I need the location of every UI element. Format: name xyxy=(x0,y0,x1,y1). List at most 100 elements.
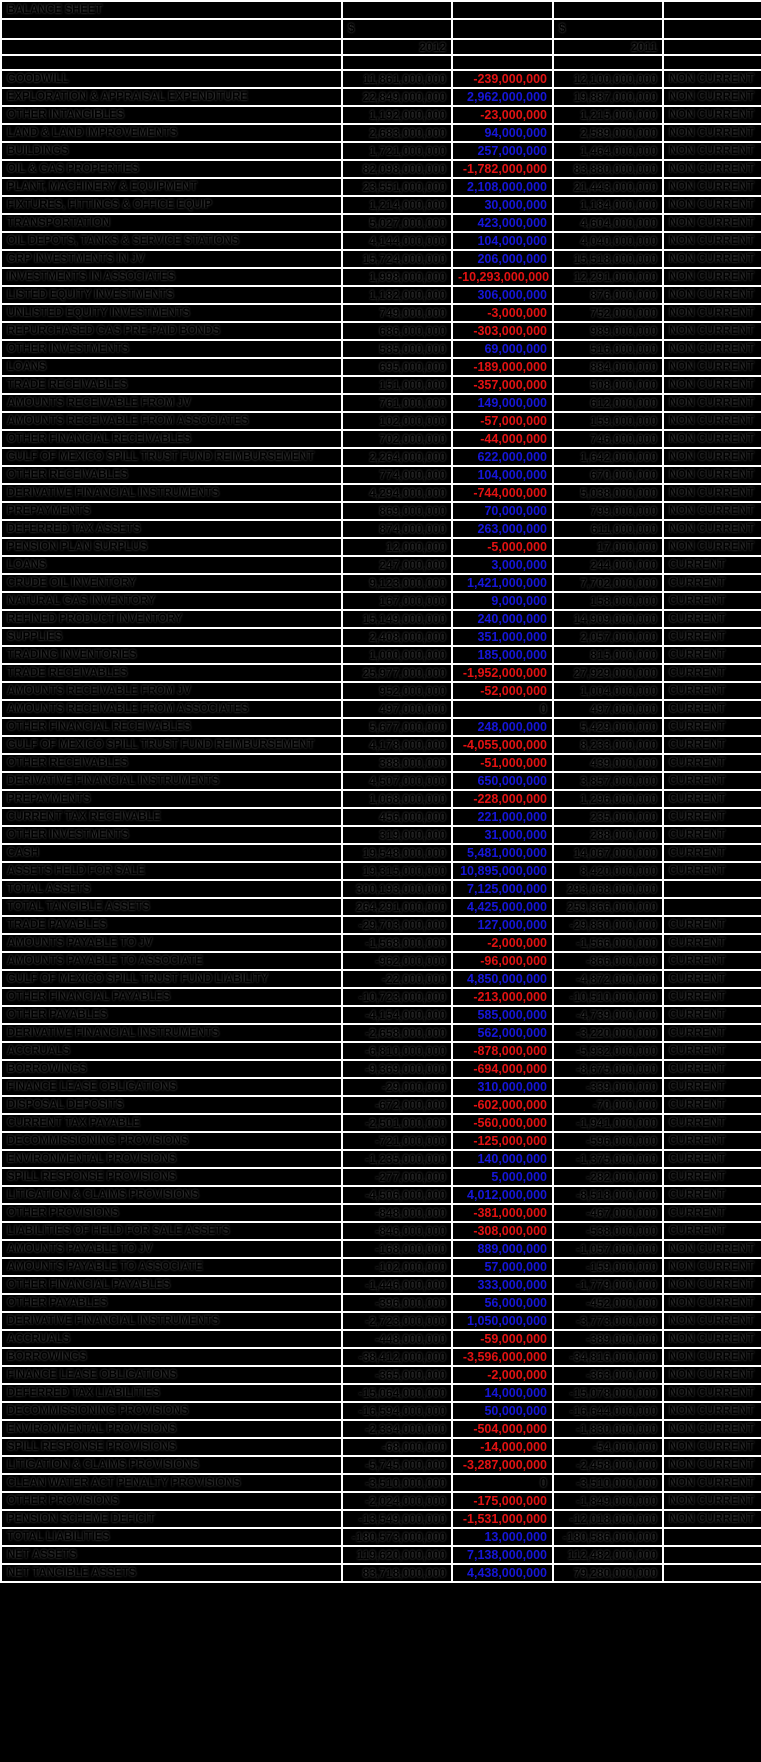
category-cell: CURRENT xyxy=(662,1005,761,1025)
diff-cell: 4,438,000,000 xyxy=(451,1563,554,1583)
diff-cell: -2,000,000 xyxy=(451,1365,554,1385)
diff-cell: 140,000,000 xyxy=(451,1149,554,1169)
value-2012-cell: 1,068,000,000 xyxy=(341,789,453,809)
category-cell: CURRENT xyxy=(662,753,761,773)
diff-cell: -694,000,000 xyxy=(451,1059,554,1079)
row-label-cell: BUILDINGS xyxy=(0,141,343,161)
diff-cell: 2,108,000,000 xyxy=(451,177,554,197)
value-2012-cell: 874,000,000 xyxy=(341,519,453,539)
row-label-cell: UNLISTED EQUITY INVESTMENTS xyxy=(0,303,343,323)
value-2011-cell: -866,000,000 xyxy=(552,951,664,971)
row-label-cell: DERIVATIVE FINANCIAL INSTRUMENTS xyxy=(0,1311,343,1331)
table-row: PREPAYMENTS 869,000,000 70,000,000 799,000,… xyxy=(0,501,761,521)
value-2011-cell: -2,458,000,000 xyxy=(552,1455,664,1475)
row-label-cell: PENSION SCHEME DEFICIT xyxy=(0,1509,343,1529)
value-2011-cell: -282,000,000 xyxy=(552,1167,664,1187)
category-cell: NON CURRENT xyxy=(662,501,761,521)
table-row: DERIVATIVE FINANCIAL INSTRUMENTS 4,294,00… xyxy=(0,483,761,503)
value-2012-cell: -180,573,000,000 xyxy=(341,1527,453,1547)
value-2012-cell: 2,683,000,000 xyxy=(341,123,453,143)
diff-cell: -51,000,000 xyxy=(451,753,554,773)
table-row: FINANCE LEASE OBLIGATIONS -365,000,000 -2,… xyxy=(0,1365,761,1385)
category-cell: NON CURRENT xyxy=(662,411,761,431)
diff-cell: -59,000,000 xyxy=(451,1329,554,1349)
category-cell: CURRENT xyxy=(662,699,761,719)
value-2012-cell: 869,000,000 xyxy=(341,501,453,521)
value-2011-cell: -3,773,000,000 xyxy=(552,1311,664,1331)
table-row: DEFERRED TAX LIABILITIES -15,064,000,000 1… xyxy=(0,1383,761,1403)
value-2012-cell: -6,810,000,000 xyxy=(341,1041,453,1061)
value-2012-cell: -102,000,000 xyxy=(341,1257,453,1277)
empty-cell xyxy=(0,54,343,71)
table-row: AMOUNTS RECEIVABLE FROM ASSOCIATES 102,00… xyxy=(0,411,761,431)
category-cell: NON CURRENT xyxy=(662,105,761,125)
row-label-cell: BORROWINGS xyxy=(0,1347,343,1367)
category-cell: NON CURRENT xyxy=(662,1491,761,1511)
value-2012-cell: 4,144,000,000 xyxy=(341,231,453,251)
row-label-cell: AMOUNTS RECEIVABLE FROM ASSOCIATES xyxy=(0,411,343,431)
table-row: LOANS 247,000,000 3,000,000 244,000,000 CURR… xyxy=(0,555,761,575)
category-cell: NON CURRENT xyxy=(662,1257,761,1277)
value-2011-cell: 14,067,000,000 xyxy=(552,843,664,863)
row-label-cell: OIL DEPOTS, TANKS & SERVICE STATIONS xyxy=(0,231,343,251)
value-2012-cell: 761,000,000 xyxy=(341,393,453,413)
value-2011-cell: -29,830,000,000 xyxy=(552,915,664,935)
category-cell: NON CURRENT xyxy=(662,339,761,359)
row-label-cell: LITIGATION & CLAIMS PROVISIONS xyxy=(0,1455,343,1475)
row-label-cell: OIL & GAS PROPERTIES xyxy=(0,159,343,179)
row-label-cell: TRANSPORTATION xyxy=(0,213,343,233)
value-2011-cell: 27,929,000,000 xyxy=(552,663,664,683)
row-label-cell: OTHER INTANGIBLES xyxy=(0,105,343,125)
value-2011-cell: 876,000,000 xyxy=(552,285,664,305)
row-label-cell: LITIGATION & CLAIMS PROVISIONS xyxy=(0,1185,343,1205)
diff-cell: -560,000,000 xyxy=(451,1113,554,1133)
row-label-cell: DISPOSAL DEPOSITS xyxy=(0,1095,343,1115)
row-label-cell: DEFERRED TAX LIABILITIES xyxy=(0,1383,343,1403)
table-row: FIXTURES, FITTINGS & OFFICE EQUIP 1,214,0… xyxy=(0,195,761,215)
table-row: DISPOSAL DEPOSITS -672,000,000 -602,000,00… xyxy=(0,1095,761,1115)
diff-cell: 7,138,000,000 xyxy=(451,1545,554,1565)
row-label-cell: LOANS xyxy=(0,555,343,575)
category-cell: NON CURRENT xyxy=(662,1437,761,1457)
empty-cell xyxy=(341,0,453,20)
row-label-cell: OTHER FINANCIAL RECEIVABLES xyxy=(0,717,343,737)
balance-sheet-table: BALANCE SHEET $ $ 2012 2011 GOODWILL 11,8… xyxy=(0,0,761,1583)
value-2011-cell: -1,849,000,000 xyxy=(552,1491,664,1511)
table-row: CRUDE OIL INVENTORY 9,123,000,000 1,421,00… xyxy=(0,573,761,593)
value-2012-cell: 4,178,000,000 xyxy=(341,735,453,755)
diff-cell: 13,000,000 xyxy=(451,1527,554,1547)
value-2012-cell: -4,506,000,000 xyxy=(341,1185,453,1205)
category-cell: CURRENT xyxy=(662,789,761,809)
value-2011-cell: 497,000,000 xyxy=(552,699,664,719)
table-row: OTHER FINANCIAL RECEIVABLES 5,677,000,000… xyxy=(0,717,761,737)
table-row: AMOUNTS RECEIVABLE FROM JV 952,000,000 -52… xyxy=(0,681,761,701)
diff-cell: -57,000,000 xyxy=(451,411,554,431)
table-row: OTHER PAYABLES -4,154,000,000 585,000,000-… xyxy=(0,1005,761,1025)
row-label-cell: REFINED PRODUCT INVENTORY xyxy=(0,609,343,629)
category-cell: NON CURRENT xyxy=(662,447,761,467)
empty-cell xyxy=(451,18,554,40)
table-row: TOTAL TANGIBLE ASSETS 264,291,000,000 4,42… xyxy=(0,897,761,917)
value-2011-cell: 1,004,000,000 xyxy=(552,681,664,701)
value-2011-cell: -538,000,000 xyxy=(552,1221,664,1241)
row-label-cell: DEFERRED TAX ASSETS xyxy=(0,519,343,539)
empty-cell xyxy=(552,0,664,20)
empty-cell xyxy=(0,18,343,40)
category-cell: CURRENT xyxy=(662,609,761,629)
category-cell: NON CURRENT xyxy=(662,69,761,89)
category-cell: CURRENT xyxy=(662,951,761,971)
value-2012-cell: 585,000,000 xyxy=(341,339,453,359)
value-2011-cell: 3,857,000,000 xyxy=(552,771,664,791)
value-2012-cell: 456,000,000 xyxy=(341,807,453,827)
diff-cell: 5,481,000,000 xyxy=(451,843,554,863)
category-cell: CURRENT xyxy=(662,861,761,881)
table-row: GRP INVESTMENTS IN JV 15,724,000,000 206,0… xyxy=(0,249,761,269)
row-label-cell: ACCRUALS xyxy=(0,1041,343,1061)
value-2011-cell: 1,642,000,000 xyxy=(552,447,664,467)
diff-cell: -1,782,000,000 xyxy=(451,159,554,179)
value-2012-cell: -3,510,000,000 xyxy=(341,1473,453,1493)
value-2011-cell: 21,443,000,000 xyxy=(552,177,664,197)
row-label-cell: FINANCE LEASE OBLIGATIONS xyxy=(0,1077,343,1097)
category-cell: CURRENT xyxy=(662,1203,761,1223)
value-2012-cell: 25,977,000,000 xyxy=(341,663,453,683)
